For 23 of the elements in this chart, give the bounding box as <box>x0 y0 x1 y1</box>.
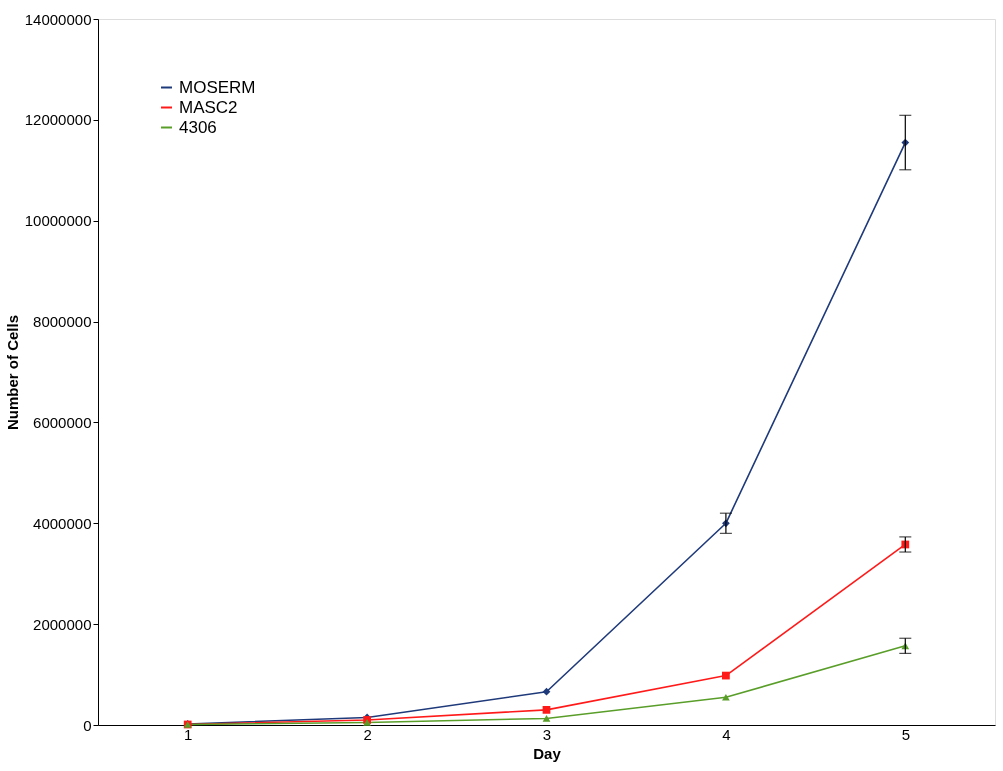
x-tick-label: 3 <box>542 725 552 743</box>
legend-label: MOSERM <box>179 77 256 97</box>
point <box>722 693 730 701</box>
point <box>542 715 551 722</box>
y-tick-label: 6000000 <box>33 413 92 431</box>
x-axis-title: Day <box>533 744 562 762</box>
point <box>542 706 551 714</box>
y-axis-title: Number of Cells <box>3 314 21 431</box>
y-tick-label: 12000000 <box>24 111 92 129</box>
y-tick-label: 0 <box>83 716 92 734</box>
x-tick-label: 2 <box>363 725 372 743</box>
legend-label: 4306 <box>179 117 217 137</box>
y-tick-label: 4000000 <box>33 514 92 532</box>
point <box>722 671 730 680</box>
y-tick-label: 10000000 <box>24 212 92 230</box>
y-tick-label: 8000000 <box>33 313 92 331</box>
legend-label: MASC2 <box>179 97 238 117</box>
x-tick-label: 1 <box>184 725 193 743</box>
y-tick-label: 14000000 <box>24 10 92 28</box>
x-tick-label: 4 <box>722 725 731 743</box>
x-tick-label: 5 <box>901 725 910 743</box>
y-tick-label: 2000000 <box>33 615 92 633</box>
point <box>542 687 551 696</box>
